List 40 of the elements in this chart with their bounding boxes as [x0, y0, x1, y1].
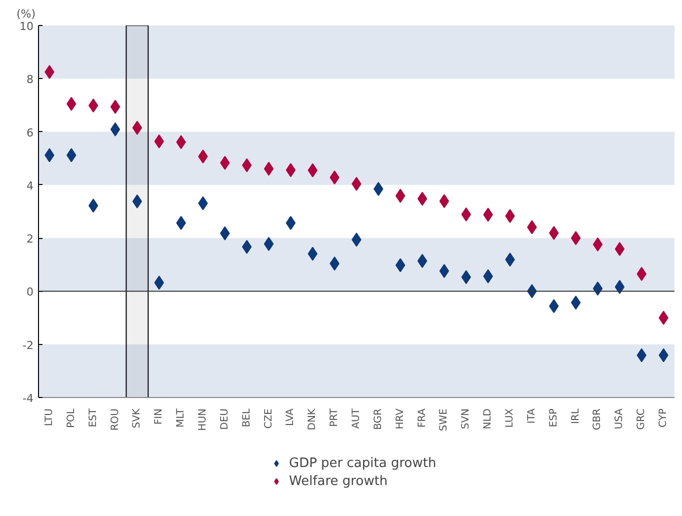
y-tick-label: 6 [26, 126, 34, 140]
y-tick-label: -2 [22, 338, 34, 352]
x-tick-label: DNK [307, 408, 318, 430]
x-tick-label: LVA [285, 408, 296, 426]
x-tick-label: SVK [132, 408, 143, 428]
x-tick-label: FIN [154, 408, 165, 425]
x-tick-label: HRV [394, 408, 406, 430]
x-tick-label: IRL [570, 408, 582, 424]
y-tick-label: 2 [26, 232, 34, 246]
x-tick-label: ITA [526, 408, 538, 424]
x-tick-label: ROU [110, 408, 121, 431]
y-tick-label: 4 [26, 179, 34, 192]
x-tick-label: AUT [351, 408, 362, 429]
x-tick-label: LUX [504, 408, 516, 428]
y-axis-title: (%) [16, 8, 36, 20]
x-tick-label: ESP [548, 408, 560, 428]
x-tick-label: USA [614, 408, 626, 430]
x-tick-label: PRT [329, 408, 340, 427]
x-tick-label: SWE [438, 408, 450, 432]
y-tick-label: 0 [26, 286, 34, 299]
legend-label: Welfare growth [289, 472, 388, 490]
x-tick-label: CYP [658, 408, 670, 428]
x-tick-label: CZE [263, 408, 274, 429]
legend-label: GDP per capita growth [289, 454, 436, 472]
x-tick-label: GBR [592, 408, 604, 430]
x-tick-label: GRC [636, 408, 648, 430]
x-tick-label: SVN [460, 408, 472, 430]
x-tick-label: BGR [372, 408, 384, 430]
x-tick-label: BEL [241, 408, 252, 428]
x-tick-label: NLD [482, 408, 494, 430]
x-tick-label: FRA [416, 408, 428, 428]
x-tick-label: MLT [176, 408, 187, 428]
x-tick-label: LTU [44, 408, 55, 426]
y-tick-label: -4 [22, 392, 34, 405]
y-tick-label: 8 [26, 73, 34, 86]
x-tick-label: POL [66, 408, 77, 428]
x-tick-label: HUN [197, 408, 208, 431]
y-tick-label: 10 [20, 20, 34, 33]
x-tick-label: EST [88, 408, 99, 428]
x-tick-label: DEU [219, 408, 230, 430]
